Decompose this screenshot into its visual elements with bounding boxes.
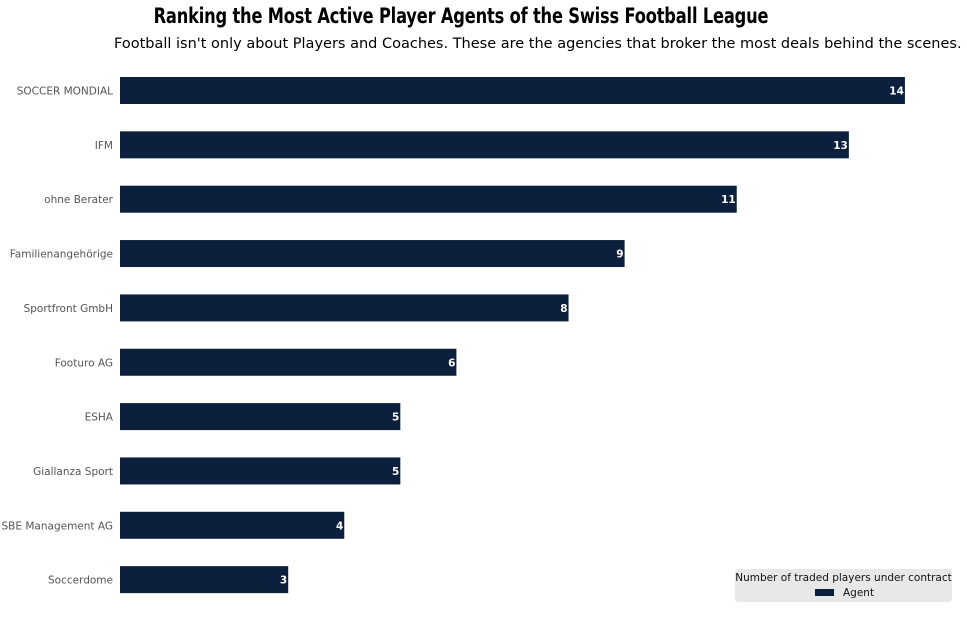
data-label: 4 bbox=[336, 520, 343, 532]
bar-sbe-management-ag bbox=[120, 511, 345, 539]
y-tick-label: Sportfront GmbH bbox=[24, 303, 113, 315]
legend-label: Agent bbox=[843, 587, 875, 599]
data-label: 11 bbox=[721, 194, 736, 206]
legend-swatch bbox=[815, 589, 834, 596]
bar-footuro-ag bbox=[120, 348, 457, 376]
y-tick-label: ohne Berater bbox=[44, 194, 114, 206]
bar-familienangeh-rige bbox=[120, 240, 625, 268]
y-tick-label: SBE Management AG bbox=[2, 520, 113, 532]
bar-ohne-berater bbox=[120, 185, 737, 213]
data-label: 6 bbox=[448, 357, 455, 369]
y-tick-label: Giallanza Sport bbox=[33, 466, 113, 478]
bar-soccerdome bbox=[120, 566, 289, 594]
y-tick-label: Familienangehörige bbox=[10, 249, 113, 261]
chart-title: Ranking the Most Active Player Agents of… bbox=[153, 4, 769, 28]
legend: Number of traded players under contract … bbox=[735, 569, 952, 602]
data-label: 5 bbox=[392, 412, 399, 424]
y-tick-label: SOCCER MONDIAL bbox=[17, 86, 113, 98]
chart-subtitle: Football isn't only about Players and Co… bbox=[114, 36, 962, 52]
data-label: 8 bbox=[560, 303, 567, 315]
legend-title: Number of traded players under contract bbox=[735, 572, 952, 584]
y-tick-label: Soccerdome bbox=[48, 575, 113, 587]
bar-soccer-mondial bbox=[120, 77, 905, 104]
y-tick-label: ESHA bbox=[85, 412, 114, 424]
y-tick-label: Footuro AG bbox=[55, 357, 113, 369]
bar-ifm bbox=[120, 131, 849, 159]
data-label: 3 bbox=[280, 575, 287, 587]
data-label: 9 bbox=[616, 249, 623, 261]
data-label: 14 bbox=[889, 86, 904, 98]
data-label: 13 bbox=[833, 140, 848, 152]
y-tick-label: IFM bbox=[95, 140, 113, 152]
bar-sportfront-gmbh bbox=[120, 294, 569, 322]
bar-giallanza-sport bbox=[120, 457, 401, 485]
data-label: 5 bbox=[392, 466, 399, 478]
bar-esha bbox=[120, 403, 401, 431]
